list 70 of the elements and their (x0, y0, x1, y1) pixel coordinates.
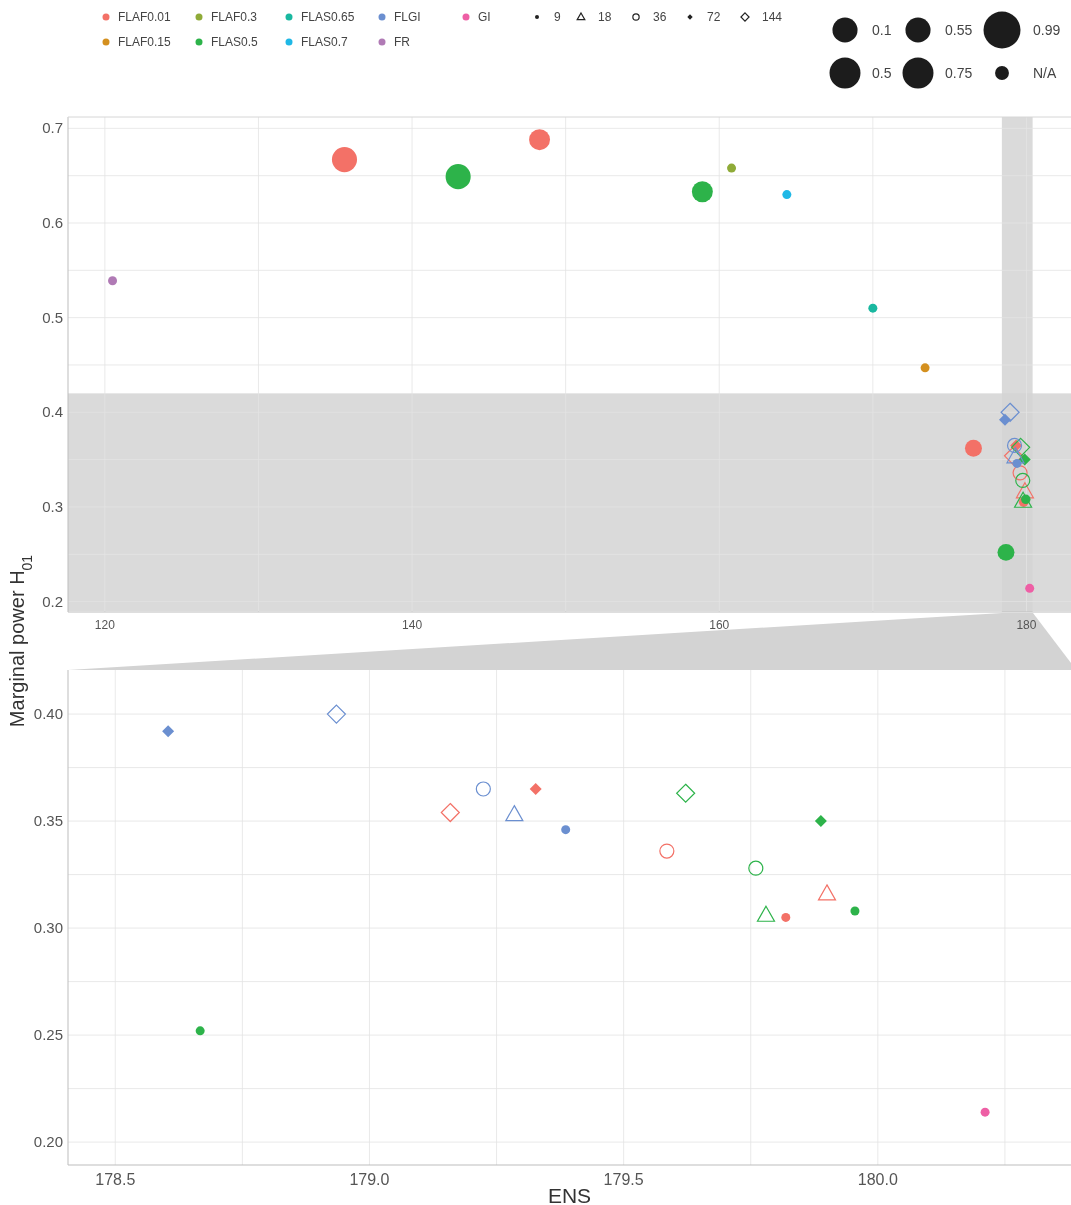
x-tick-label: 140 (402, 618, 423, 632)
point (326, 704, 347, 724)
point (676, 783, 696, 803)
legend-label: 0.5 (872, 65, 892, 81)
y-tick-label: 0.4 (42, 403, 63, 421)
x-tick-label: 120 (94, 618, 116, 632)
point (756, 905, 776, 922)
y-tick-label: 0.40 (33, 705, 63, 723)
point (782, 190, 792, 200)
point (529, 782, 542, 795)
point (781, 912, 791, 922)
legend-label: FLAS0.5 (211, 35, 259, 49)
x-axis-title: ENS (547, 1184, 592, 1205)
point (980, 1107, 990, 1117)
point (561, 825, 571, 835)
text: 144 (762, 10, 783, 24)
text: 9 (554, 10, 561, 24)
legend-label: FLAS0.65 (301, 10, 355, 24)
y-tick-label: 0.20 (33, 1133, 63, 1151)
point (1006, 437, 1023, 454)
legend-label: FLAF0.3 (211, 10, 258, 24)
point (1025, 583, 1035, 593)
legend-label: N/A (1033, 65, 1057, 81)
point (162, 725, 175, 738)
point (920, 363, 930, 373)
x-tick-label: 160 (709, 618, 730, 632)
point (195, 1026, 205, 1036)
point (1015, 482, 1035, 499)
x-tick-label: 179.5 (603, 1171, 644, 1188)
y-tick-label: 0.35 (33, 812, 63, 830)
point (1012, 465, 1028, 481)
legend-label: 0.75 (945, 65, 973, 81)
legend-label: FR (394, 35, 411, 49)
point (505, 805, 524, 822)
legend-label: 0.1 (872, 22, 892, 38)
point (1000, 402, 1020, 422)
legend-label: FLAF0.15 (118, 35, 172, 49)
point (748, 860, 764, 876)
point (850, 906, 860, 916)
point (727, 163, 737, 173)
point (868, 303, 878, 313)
legend-label: FLGI (394, 10, 421, 24)
y-tick-label: 0.30 (33, 919, 63, 937)
point (659, 843, 675, 859)
point (817, 884, 837, 901)
legend-label: 0.99 (1033, 22, 1061, 38)
point (814, 815, 827, 828)
y-tick-label: 0.7 (42, 119, 63, 137)
y-tick-label: 0.3 (42, 497, 63, 515)
x-tick-label: 178.5 (95, 1171, 136, 1188)
point (1013, 491, 1033, 508)
point (475, 781, 491, 797)
x-tick-label: 180.0 (857, 1171, 898, 1188)
legend-label: GI (478, 10, 491, 24)
text: 18 (598, 10, 612, 24)
legend-label: FLAS0.7 (301, 35, 349, 49)
legend-label: 0.55 (945, 22, 973, 38)
point (1015, 472, 1031, 489)
point (1011, 437, 1031, 457)
text: 72 (707, 10, 721, 24)
text: 36 (653, 10, 667, 24)
point (440, 802, 460, 823)
y-tick-label: 0.6 (42, 214, 63, 231)
x-tick-label: 180 (1016, 618, 1037, 632)
y-tick-label: 0.2 (42, 592, 63, 610)
y-tick-label: 0.5 (42, 308, 63, 326)
legend-label: FLAF0.01 (118, 10, 172, 24)
point (108, 276, 118, 286)
x-tick-label: 179.0 (349, 1171, 390, 1188)
y-tick-label: 0.25 (33, 1026, 63, 1044)
